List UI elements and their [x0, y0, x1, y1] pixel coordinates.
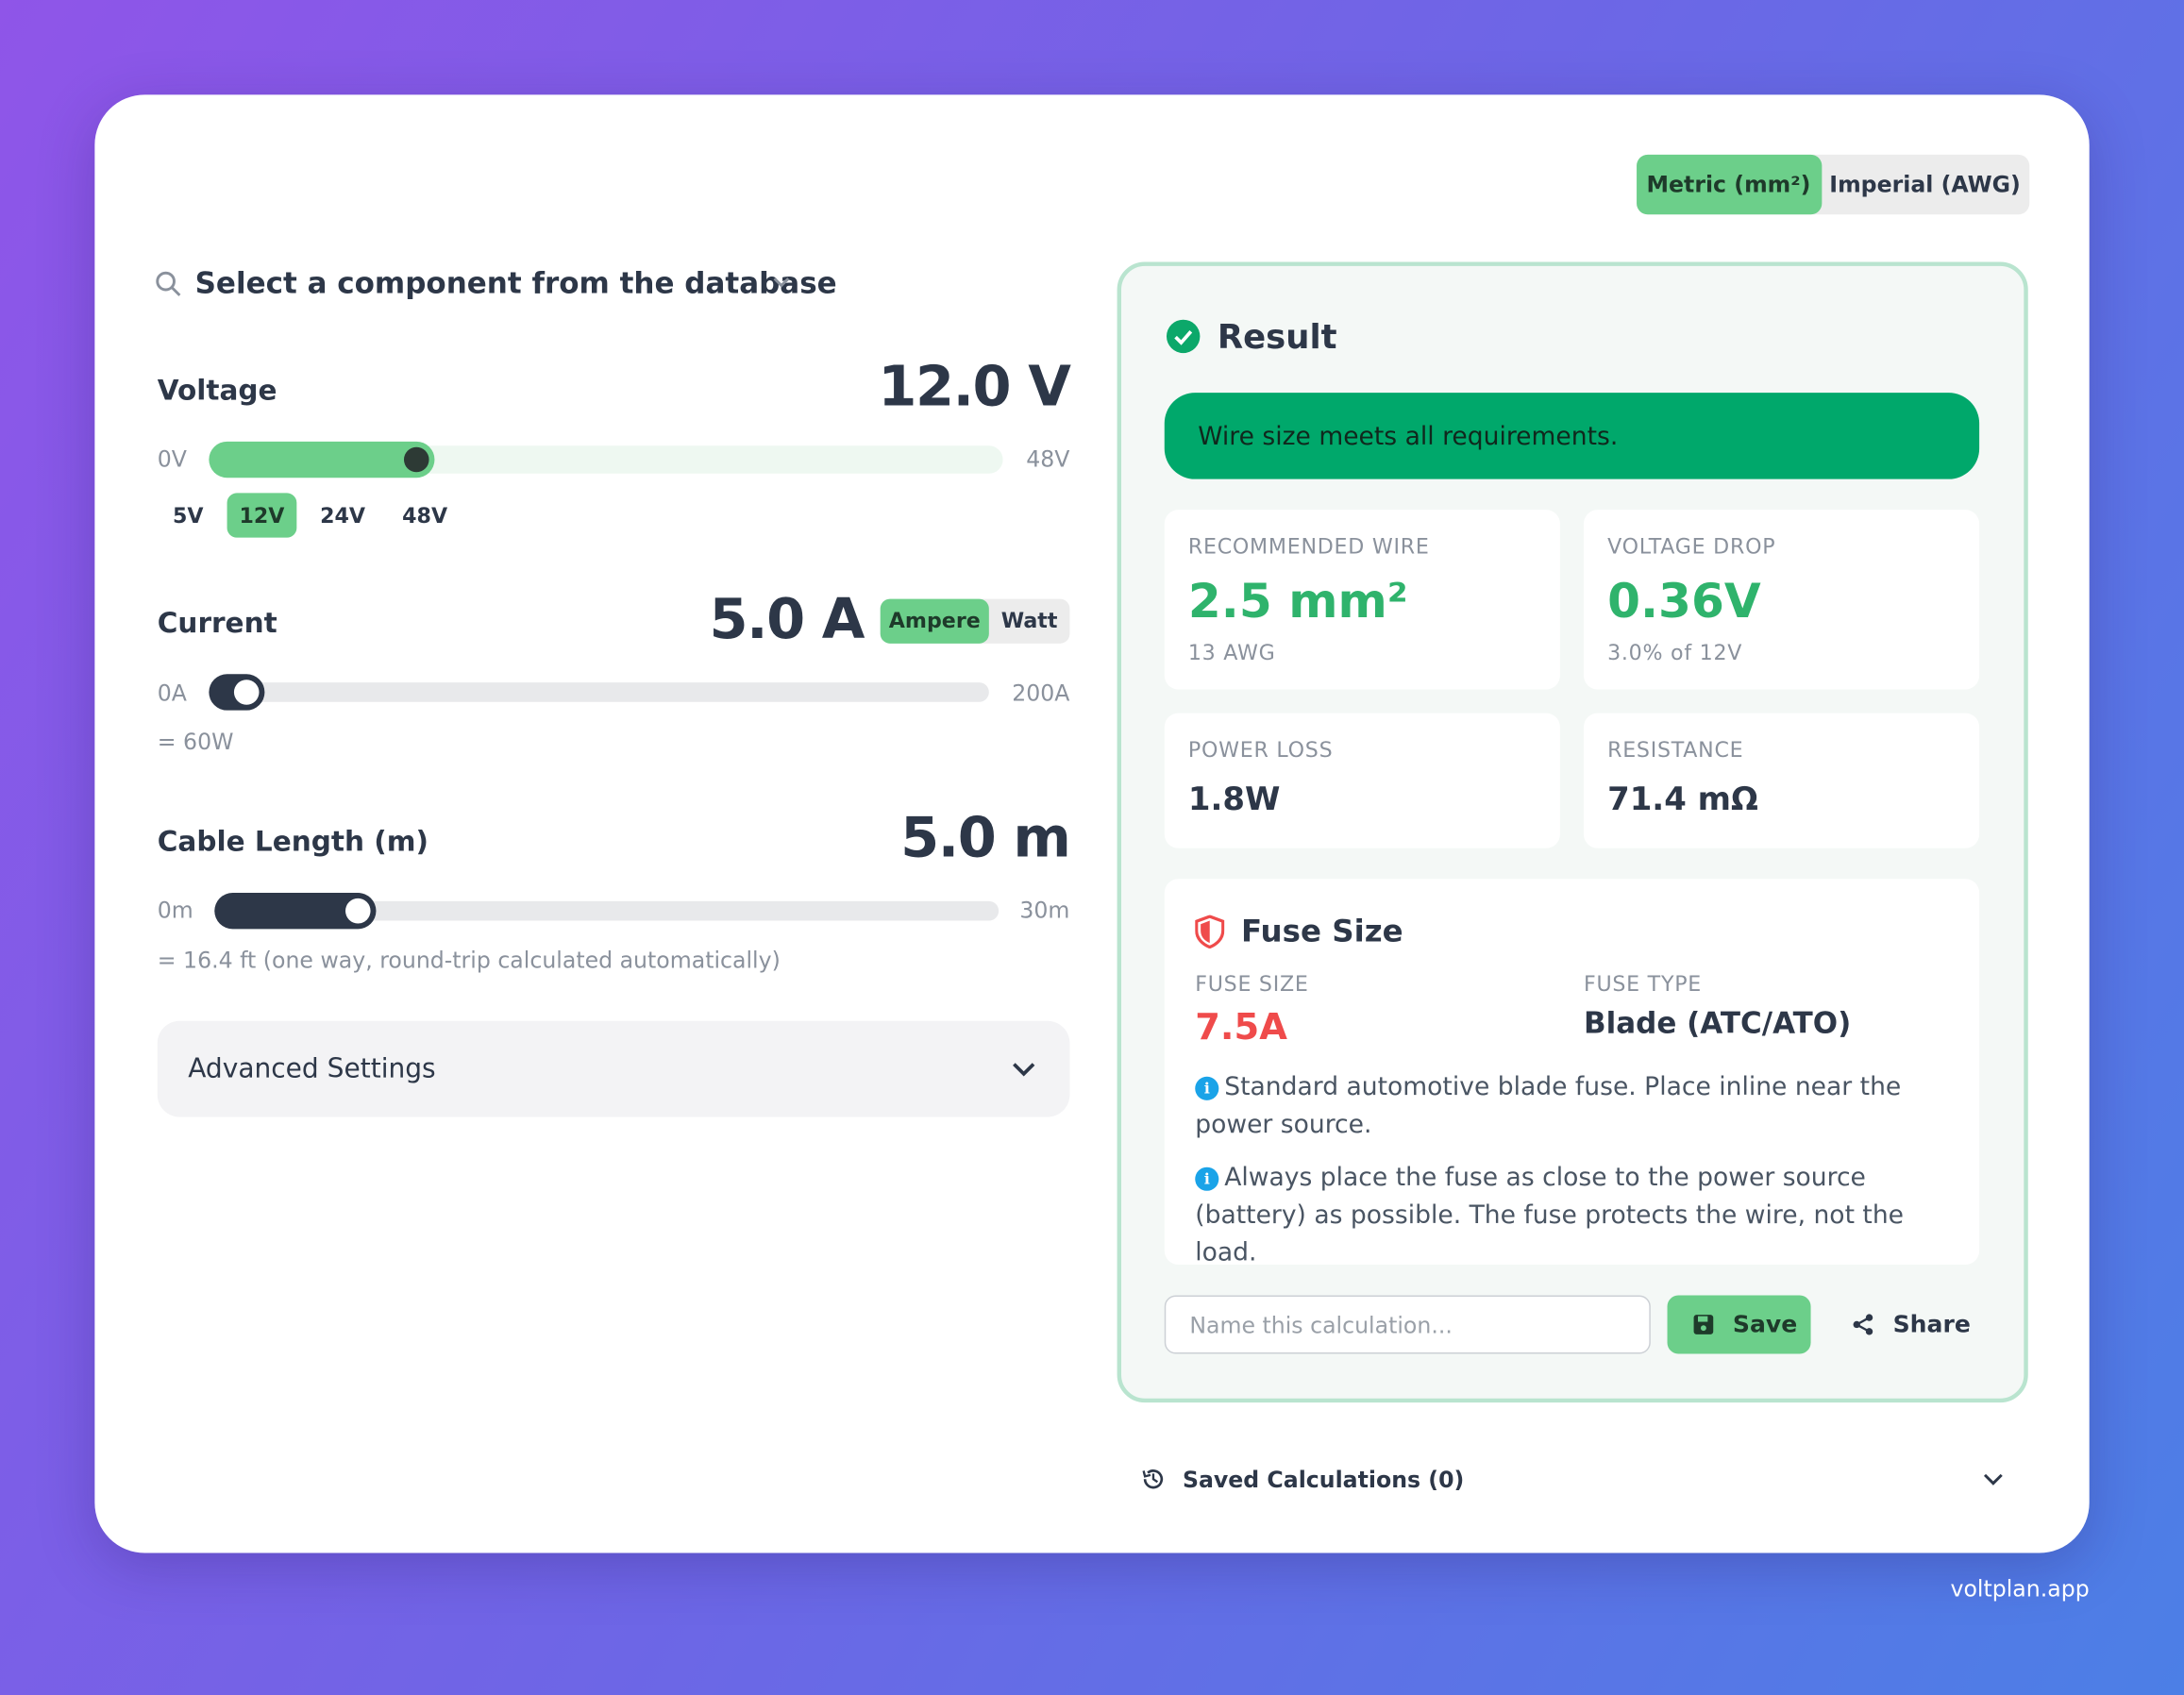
stat-sub: 13 AWG	[1187, 640, 1276, 665]
share-icon	[1853, 1314, 1873, 1335]
mode-option[interactable]: Watt	[1000, 608, 1058, 633]
stat-label: VOLTAGE DROP	[1607, 533, 1776, 560]
advanced-settings[interactable]	[157, 1020, 1070, 1117]
mode-active[interactable]	[880, 598, 989, 644]
stat-value: 71.4 mΩ	[1607, 781, 1758, 819]
field-label: Voltage	[157, 373, 277, 407]
slider-track[interactable]	[214, 900, 1000, 921]
unit-option[interactable]: Imperial (AWG)	[1829, 171, 2021, 198]
chevron	[773, 277, 790, 288]
name-input[interactable]	[1164, 1295, 1651, 1354]
preset[interactable]: 5V	[172, 503, 204, 529]
preset[interactable]: 24V	[320, 503, 366, 529]
history-icon	[1142, 1469, 1164, 1489]
slider-min: 0m	[157, 897, 193, 924]
slider-knob[interactable]	[403, 446, 429, 473]
chevron	[1983, 1473, 2003, 1485]
stat-label: POWER LOSS	[1187, 737, 1334, 764]
stat-value: 2.5 mm²	[1187, 574, 1408, 630]
slider-knob[interactable]	[233, 680, 260, 705]
slider-knob[interactable]	[344, 898, 371, 924]
preset[interactable]: 12V	[239, 503, 285, 529]
field-note: = 60W	[157, 728, 234, 755]
info-icon: i	[1195, 1076, 1219, 1100]
share-label[interactable]: Share	[1892, 1311, 1971, 1339]
footer: voltplan.app	[1950, 1575, 2090, 1603]
field-label: Current	[157, 605, 277, 640]
fuse-label: FUSE SIZE	[1195, 971, 1309, 997]
slider-max: 200A	[1012, 680, 1070, 707]
preset[interactable]: 48V	[402, 503, 448, 529]
stat-card	[1583, 510, 1980, 690]
shield-icon	[1195, 915, 1225, 949]
status-bar	[1164, 393, 1980, 479]
note-text: Standard automotive blade fuse. Place in…	[1195, 1072, 1902, 1140]
preset-active[interactable]	[227, 493, 297, 538]
field-note: = 16.4 ft (one way, round-trip calculate…	[157, 947, 781, 974]
fuse-label: FUSE TYPE	[1583, 971, 1703, 997]
fuse-size: 7.5A	[1195, 1007, 1287, 1049]
note-text: Always place the fuse as close to the po…	[1195, 1163, 1905, 1267]
stat-card	[1583, 713, 1980, 848]
fuse-note: i Standard automotive blade fuse. Place i…	[1195, 1068, 1947, 1144]
stat-value: 1.8W	[1187, 781, 1281, 819]
stat-label: RECOMMENDED WIRE	[1187, 533, 1430, 560]
save-icon	[1693, 1315, 1714, 1334]
stat-card	[1164, 713, 1560, 848]
stat-sub: 3.0% of 12V	[1607, 640, 1743, 665]
field-label: Cable Length (m)	[157, 824, 428, 859]
stat-card	[1164, 510, 1560, 690]
input-placeholder[interactable]: Name this calculation...	[1189, 1312, 1453, 1339]
unit-option-active[interactable]	[1637, 154, 1823, 215]
stat-label: RESISTANCE	[1607, 737, 1744, 764]
slider-min: 0A	[157, 680, 187, 707]
chevron	[1013, 1063, 1035, 1077]
advanced-label[interactable]: Advanced Settings	[188, 1053, 436, 1084]
slider-track[interactable]	[209, 682, 989, 702]
fuse-card	[1164, 879, 1980, 1266]
slider-fill	[209, 441, 435, 478]
component-search[interactable]: Select a component from the database	[194, 266, 837, 301]
status-text: Wire size meets all requirements.	[1198, 422, 1619, 452]
fuse-type: Blade (ATC/ATO)	[1583, 1006, 1852, 1040]
save-label[interactable]: Save	[1732, 1311, 1798, 1339]
unit-option[interactable]: Metric (mm²)	[1646, 171, 1811, 198]
slider-max: 30m	[1019, 897, 1070, 924]
result-title: Result	[1217, 317, 1337, 357]
info-icon: i	[1195, 1166, 1219, 1191]
check-icon	[1166, 319, 1201, 354]
search-icon	[156, 271, 181, 296]
fuse-note: i Always place the fuse as close to the p…	[1195, 1159, 1947, 1272]
field-value: 12.0 V	[878, 355, 1071, 420]
save-button[interactable]	[1667, 1295, 1811, 1354]
fuse-title: Fuse Size	[1240, 915, 1403, 950]
stat-value: 0.36V	[1607, 574, 1761, 630]
mode-option[interactable]: Ampere	[888, 608, 981, 633]
slider-min: 0V	[157, 445, 187, 473]
field-value: 5.0 m	[900, 806, 1071, 871]
saved-calculations[interactable]: Saved Calculations (0)	[1182, 1467, 1465, 1494]
field-value: 5.0 A	[709, 587, 865, 652]
slider-max: 48V	[1026, 445, 1070, 473]
